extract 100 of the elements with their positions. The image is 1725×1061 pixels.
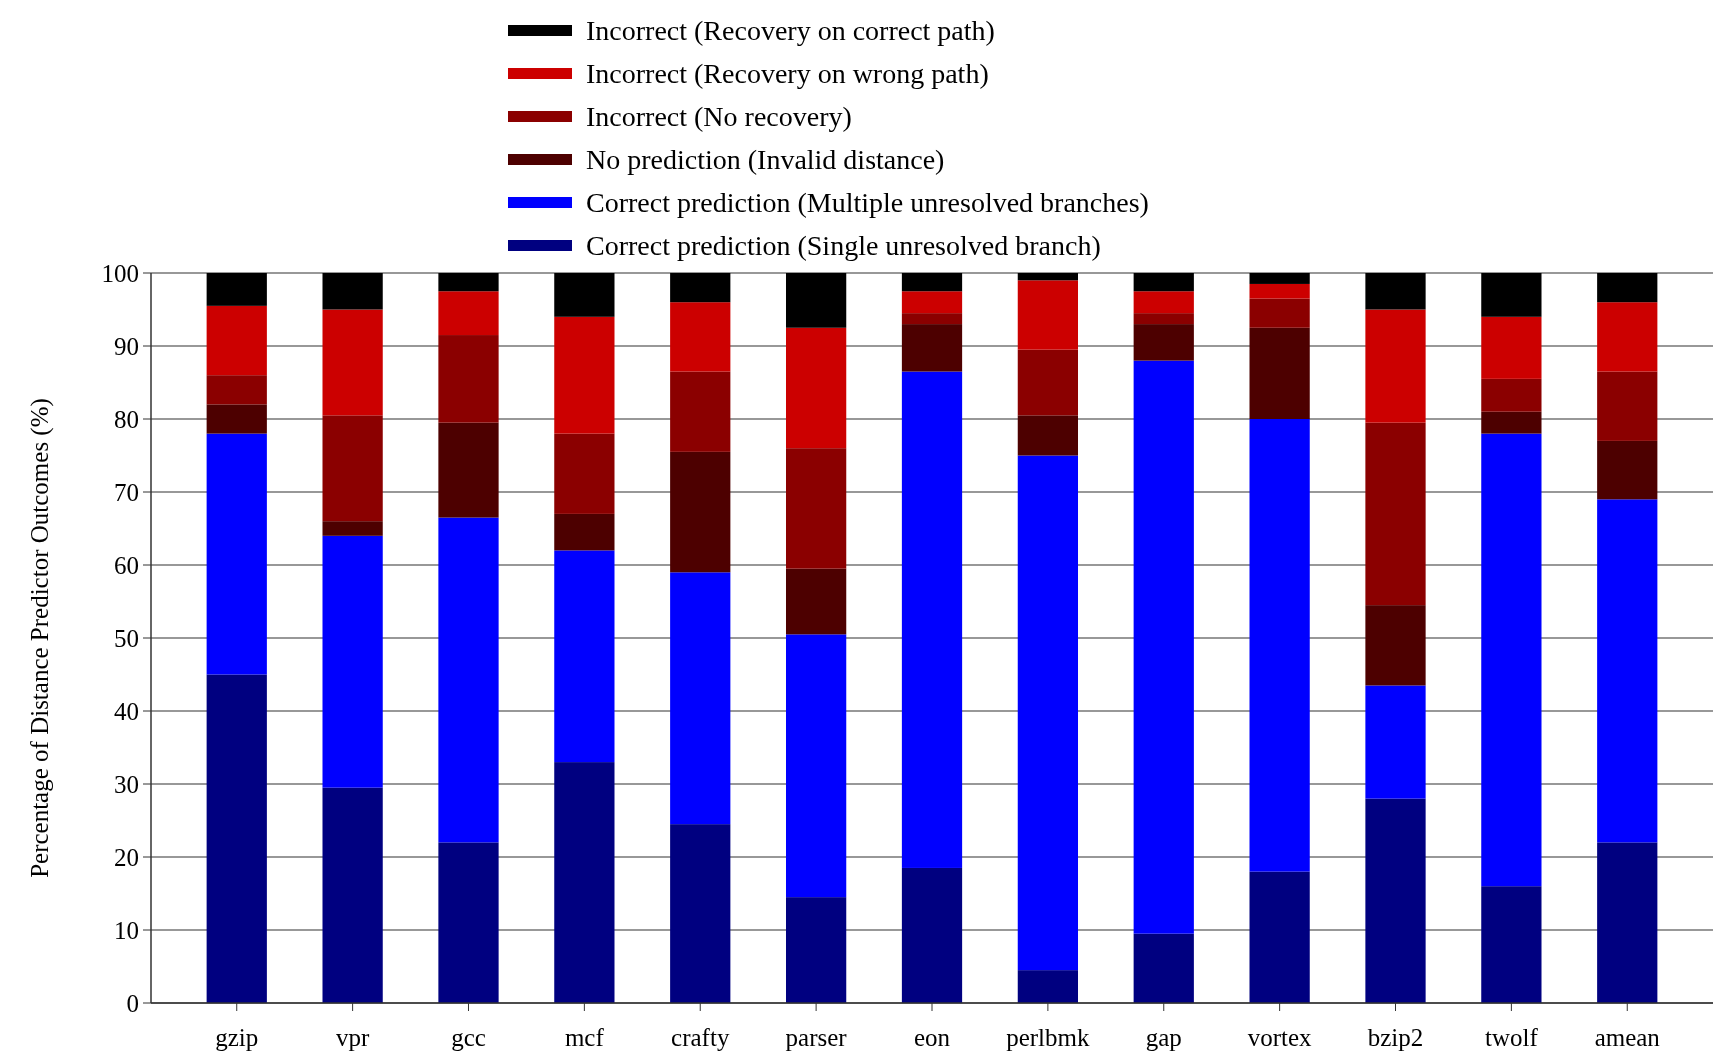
bar <box>1017 273 1079 281</box>
y-tick-label: 50 <box>114 624 139 652</box>
bar <box>1365 798 1426 1003</box>
y-tick-label: 40 <box>114 697 139 725</box>
bar <box>1481 433 1542 887</box>
x-tick-label: amean <box>1594 1024 1661 1051</box>
bar <box>1017 970 1079 1003</box>
bar <box>1365 273 1426 310</box>
bar <box>206 433 267 675</box>
bar <box>554 550 615 763</box>
bar <box>1481 273 1542 317</box>
bar <box>1597 302 1658 372</box>
legend-label: Incorrect (No recovery) <box>586 100 852 132</box>
y-tick-label: 20 <box>114 843 139 871</box>
bar <box>786 568 847 635</box>
bar <box>786 327 847 449</box>
bar <box>1481 316 1542 379</box>
bar <box>322 273 383 310</box>
bar <box>206 674 267 1003</box>
bar <box>1365 309 1426 423</box>
bar <box>322 535 383 788</box>
bar <box>438 422 499 518</box>
bar <box>322 521 383 536</box>
legend-label: Correct prediction (Multiple unresolved branches) <box>586 186 1149 218</box>
legend-label: No prediction (Invalid distance) <box>586 143 945 175</box>
bar <box>1249 273 1310 284</box>
x-tick-label: eon <box>913 1024 951 1051</box>
x-tick-label: gap <box>1145 1024 1182 1051</box>
bar <box>1597 371 1658 441</box>
y-tick-label: 30 <box>114 770 139 798</box>
x-tick-label: parser <box>785 1024 848 1051</box>
bar <box>322 309 383 416</box>
x-tick-label: bzip2 <box>1367 1024 1424 1051</box>
bar <box>901 867 963 1003</box>
bar <box>670 302 731 372</box>
bar <box>206 404 267 434</box>
bar <box>322 415 383 522</box>
bar <box>901 371 963 868</box>
x-tick-label: mcf <box>564 1024 605 1051</box>
bar <box>670 273 731 303</box>
bar <box>670 824 731 1003</box>
bar <box>438 517 499 843</box>
bar <box>438 842 499 1003</box>
bar <box>1133 313 1194 325</box>
bar <box>1481 411 1542 434</box>
legend-label: Incorrect (Recovery on correct path) <box>586 14 995 46</box>
x-tick-label: twolf <box>1484 1024 1539 1051</box>
bar <box>554 273 615 317</box>
bar <box>1133 933 1194 1003</box>
bar <box>1597 440 1658 500</box>
legend-label: Incorrect (Recovery on wrong path) <box>586 57 989 89</box>
x-tick-label: gcc <box>451 1024 486 1051</box>
bar <box>1597 842 1658 1003</box>
bar <box>1597 499 1658 843</box>
y-tick-label: 60 <box>114 551 139 579</box>
bar <box>670 451 731 573</box>
bar <box>554 762 615 1003</box>
legend-label: Correct prediction (Single unresolved branch) <box>586 229 1101 261</box>
bar <box>206 305 267 376</box>
bar <box>554 513 615 551</box>
bar <box>554 433 615 514</box>
bar <box>1133 273 1194 292</box>
bar <box>1365 422 1426 606</box>
bar <box>1017 455 1079 971</box>
bar <box>670 371 731 452</box>
bar <box>901 313 963 325</box>
bar <box>786 273 847 328</box>
bar <box>1133 291 1194 314</box>
bar <box>1249 298 1310 328</box>
y-tick-label: 70 <box>114 478 139 506</box>
bar <box>670 572 731 825</box>
x-tick-label: crafty <box>671 1024 730 1051</box>
bar <box>786 634 847 898</box>
bar <box>786 448 847 569</box>
bar <box>1133 360 1194 934</box>
bar <box>438 273 499 292</box>
bar <box>206 375 267 405</box>
y-tick-label: 0 <box>126 989 139 1017</box>
x-tick-label: perlbmk <box>1006 1024 1091 1051</box>
x-tick-label: vortex <box>1247 1024 1313 1051</box>
bar <box>1249 419 1310 872</box>
bar <box>1017 280 1079 350</box>
x-tick-label: vpr <box>335 1024 370 1051</box>
bar <box>438 335 499 423</box>
bar <box>1365 685 1426 799</box>
bar <box>1365 605 1426 686</box>
bar <box>1249 283 1310 299</box>
bar <box>206 273 267 306</box>
y-tick-label: 90 <box>114 332 139 360</box>
bar <box>786 897 847 1003</box>
y-tick-label: 100 <box>101 259 139 287</box>
bar <box>322 787 383 1003</box>
bar <box>1597 273 1658 303</box>
bar <box>1481 378 1542 412</box>
bar <box>554 316 615 434</box>
bar <box>1017 415 1079 456</box>
x-tick-label: gzip <box>215 1024 259 1051</box>
bar <box>1249 871 1310 1003</box>
bar <box>901 273 963 292</box>
bar <box>1249 327 1310 419</box>
